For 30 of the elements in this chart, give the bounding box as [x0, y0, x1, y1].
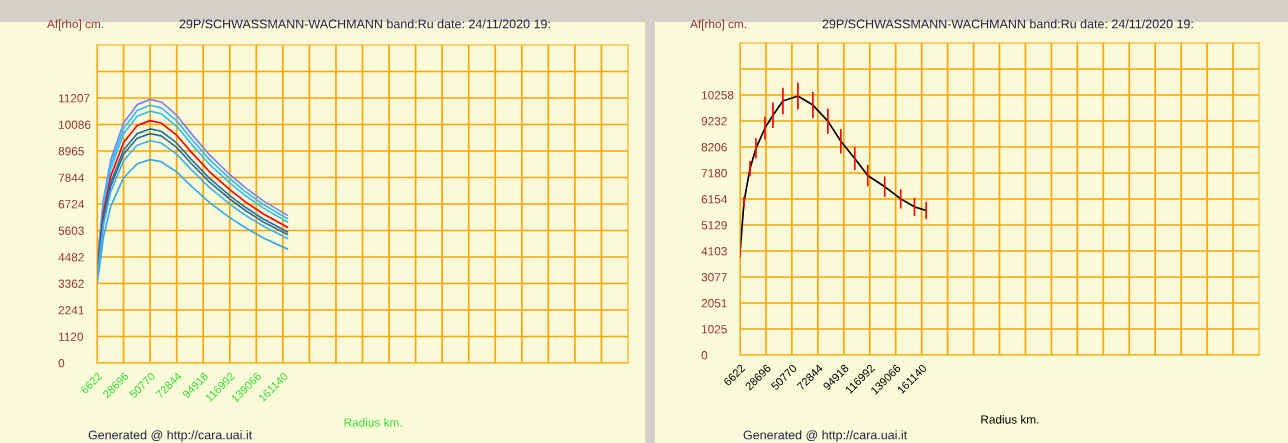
- y-tick-label: 7844: [58, 173, 85, 182]
- text: Generated @ http://cara.uai.it: [743, 430, 908, 442]
- y-tick-label: 6724: [58, 200, 85, 209]
- y-tick-label: 2051: [701, 299, 727, 308]
- y-tick-label: 5129: [701, 221, 727, 230]
- y-tick-label: 2241: [58, 306, 84, 315]
- y-tick-label: 1120: [59, 332, 84, 341]
- y-tick-label: 7180: [701, 169, 727, 178]
- x-axis-title: Radius km.: [344, 418, 402, 427]
- y-tick-label: 8965: [58, 147, 84, 156]
- y-tick-label: 10258: [702, 91, 734, 100]
- text: Generated @ http://cara.uai.it: [88, 430, 253, 442]
- chart-title: 29P/SCHWASSMANN-WACHMANN band:Ru date: 24/11/2020 19:: [822, 19, 1193, 29]
- y-tick-label: 5603: [58, 226, 84, 235]
- y-tick-label: 3362: [58, 279, 84, 288]
- y-axis-title: Af[rho] cm.: [47, 19, 103, 31]
- y-tick-label: 3077: [701, 273, 727, 282]
- x-axis-title: Radius km.: [981, 415, 1039, 424]
- y-axis-title: Af[rho] cm.: [690, 19, 746, 31]
- y-tick-label: 1025: [702, 325, 727, 334]
- y-tick-label: 8206: [701, 143, 727, 152]
- y-tick-label: 11207: [59, 94, 90, 103]
- y-tick-label: 4482: [58, 253, 84, 262]
- y-tick-label: 0: [58, 359, 65, 368]
- y-tick-label: 4103: [701, 247, 727, 256]
- y-tick-label: 10086: [59, 120, 91, 129]
- y-tick-label: 0: [701, 351, 708, 360]
- chart-title: 29P/SCHWASSMANN-WACHMANN band:Ru date: 24/11/2020 19:: [179, 19, 550, 29]
- y-tick-label: 9232: [701, 117, 727, 126]
- y-tick-label: 6154: [701, 195, 728, 204]
